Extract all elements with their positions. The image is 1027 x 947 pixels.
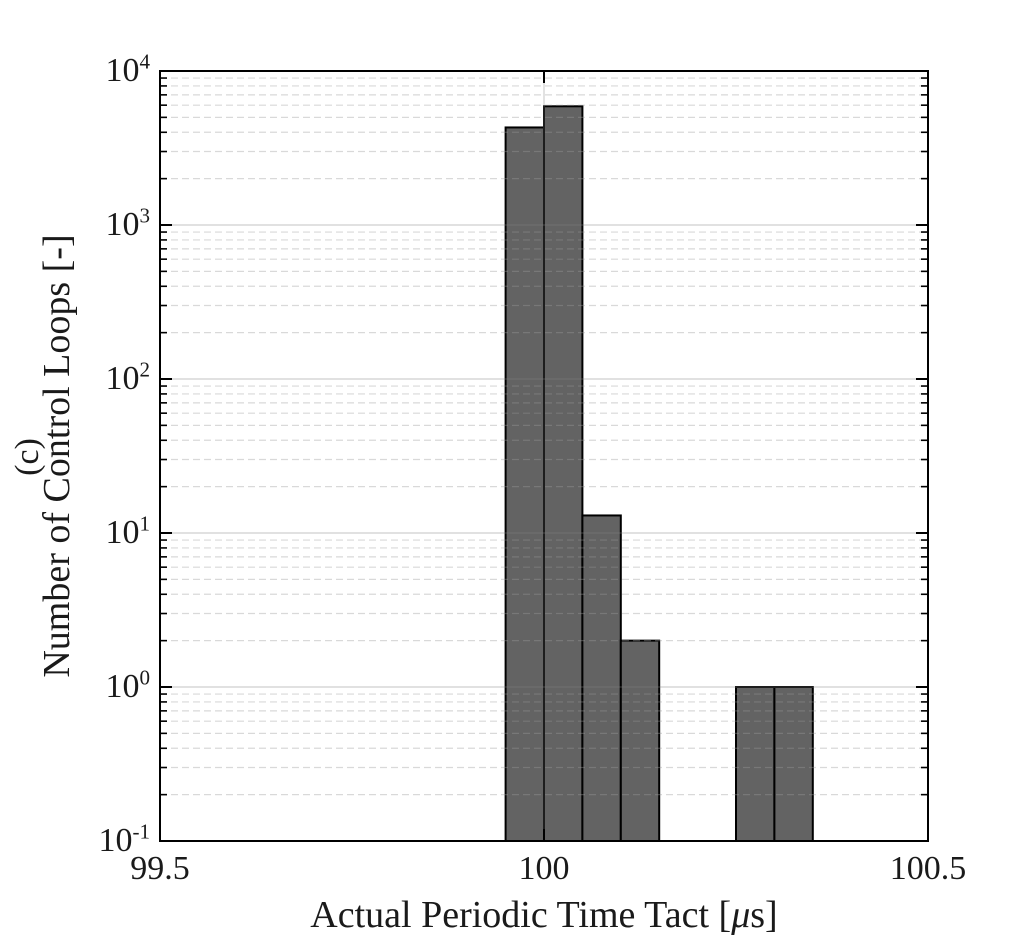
x-axis-title-pre: Actual Periodic Time Tact [ (310, 894, 732, 936)
histogram-bar (581, 514, 622, 842)
histogram-bar (735, 686, 776, 842)
y-tick-label: 102 (105, 357, 150, 397)
y-tick-label: 10-1 (98, 819, 150, 859)
axes-box (159, 70, 929, 842)
x-tick-label: 100.5 (889, 850, 967, 887)
panel-letter-label: (c) (9, 438, 46, 476)
histogram-bar (773, 686, 814, 842)
histogram-bar (619, 639, 661, 842)
x-axis-title-post: s] (750, 894, 778, 936)
histogram-bar (504, 126, 546, 842)
y-tick-label: 101 (105, 511, 150, 551)
histogram-bar (543, 105, 584, 842)
bars-layer (504, 105, 814, 842)
y-tick-label: 100 (105, 665, 150, 705)
x-tick-label: 99.5 (130, 850, 190, 887)
x-axis-title: Actual Periodic Time Tact [μs] (310, 896, 777, 934)
grid-layer (160, 71, 928, 841)
y-tick-label: 103 (105, 203, 150, 243)
mu-symbol: μ (731, 894, 751, 936)
x-tick-label: 100 (518, 850, 570, 887)
y-tick-label: 104 (105, 49, 150, 89)
